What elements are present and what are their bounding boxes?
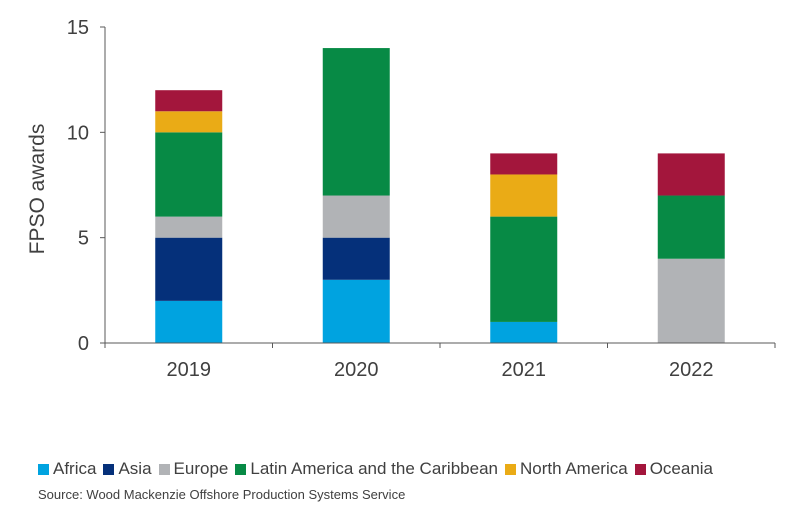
bar-segment xyxy=(657,195,725,259)
legend: Africa Asia Europe Latin America and the Ca… xyxy=(38,459,720,479)
legend-swatch xyxy=(103,463,115,475)
y-tick-label: 15 xyxy=(67,17,89,39)
bars xyxy=(155,48,725,343)
bar-segment xyxy=(155,216,223,238)
bar-segment xyxy=(155,237,223,301)
bar-segment xyxy=(155,132,223,217)
legend-item: North America xyxy=(504,459,628,479)
legend-item: Asia xyxy=(103,459,152,479)
bar-segment xyxy=(322,195,390,238)
legend-swatch xyxy=(235,463,247,475)
legend-item: Europe xyxy=(158,459,229,479)
x-tick-label: 2022 xyxy=(669,359,714,381)
y-tick-label: 10 xyxy=(67,122,89,144)
legend-swatch xyxy=(634,463,646,475)
bar-segment xyxy=(322,279,390,343)
bar-segment xyxy=(155,111,223,133)
bar-segment xyxy=(490,174,558,217)
bar-segment xyxy=(490,321,558,343)
legend-swatch xyxy=(504,463,516,475)
bar-segment xyxy=(322,237,390,280)
legend-label: Asia xyxy=(118,459,152,478)
x-tick-label: 2021 xyxy=(502,359,547,381)
legend-item: Oceania xyxy=(634,459,714,479)
y-axis: 0 5 10 15 xyxy=(67,17,106,355)
legend-item: Africa xyxy=(38,459,96,479)
y-tick-label: 5 xyxy=(78,228,89,250)
y-axis-label: FPSO awards xyxy=(26,124,49,255)
legend-item: Latin America and the Caribbean xyxy=(235,459,498,479)
legend-label: Latin America and the Caribbean xyxy=(250,459,498,478)
source-note: Source: Wood Mackenzie Offshore Producti… xyxy=(38,487,406,502)
bar-segment xyxy=(657,258,725,343)
legend-label: North America xyxy=(519,459,628,478)
x-tick-label: 2020 xyxy=(334,359,379,381)
bar-segment xyxy=(155,300,223,343)
legend-label: Africa xyxy=(53,459,97,478)
legend-label: Europe xyxy=(173,459,229,478)
legend-swatch xyxy=(158,463,170,475)
y-tick-label: 0 xyxy=(78,333,89,355)
fpso-awards-chart: 0 5 10 15 2019 2020 2021 2022 FPSO awards xyxy=(26,17,776,381)
bar-segment xyxy=(322,48,390,196)
x-tick-label: 2019 xyxy=(167,359,212,381)
x-axis: 2019 2020 2021 2022 xyxy=(104,342,776,381)
bar-segment xyxy=(657,153,725,196)
legend-label: Oceania xyxy=(649,459,714,478)
bar-segment xyxy=(490,153,558,175)
legend-swatch xyxy=(38,463,49,475)
bar-segment xyxy=(490,216,558,322)
bar-segment xyxy=(155,90,223,112)
